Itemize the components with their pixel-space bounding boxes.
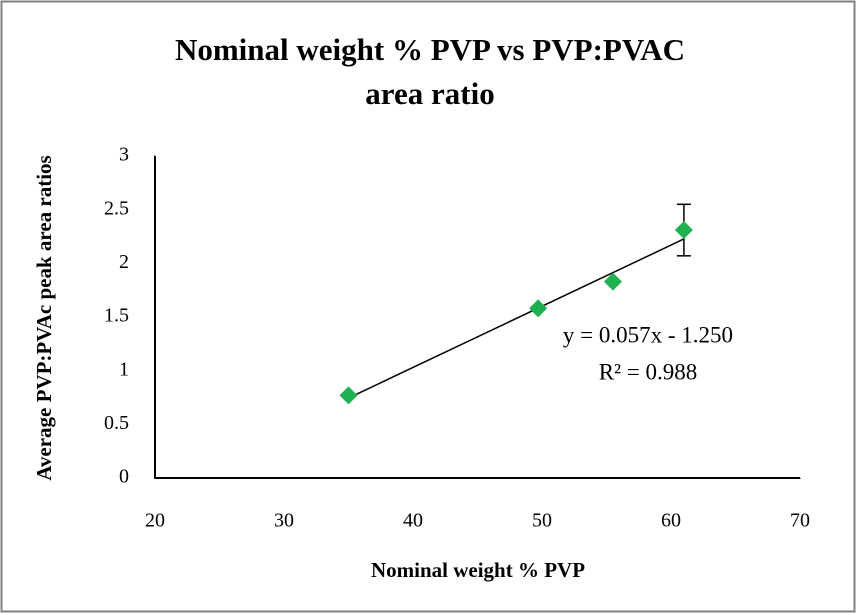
y-tick-label: 2 xyxy=(119,251,129,273)
marker xyxy=(674,221,693,240)
y-tick-label: 0.5 xyxy=(104,412,129,434)
x-tick-label: 60 xyxy=(661,510,681,532)
chart-title: area ratio xyxy=(365,76,494,111)
y-tick-label: 3 xyxy=(119,144,129,166)
x-axis-title: Nominal weight % PVP xyxy=(371,558,585,582)
x-tick-label: 20 xyxy=(145,510,165,532)
chart-title: Nominal weight % PVP vs PVP:PVAC xyxy=(175,32,685,67)
y-tick-label: 2.5 xyxy=(104,197,129,219)
x-tick-label: 50 xyxy=(532,510,552,532)
y-tick-label: 0 xyxy=(119,466,129,488)
r-squared: R² = 0.988 xyxy=(599,359,697,384)
y-tick-label: 1.5 xyxy=(104,305,129,327)
marker xyxy=(529,299,548,318)
y-axis-title: Average PVP:PVAc peak area ratios xyxy=(32,155,56,480)
marker xyxy=(339,386,358,405)
x-tick-label: 40 xyxy=(403,510,423,532)
marker xyxy=(603,272,622,291)
trendline-equation: y = 0.057x - 1.250 xyxy=(563,322,733,347)
x-tick-label: 70 xyxy=(790,510,810,532)
trendline xyxy=(348,238,685,399)
y-tick-label: 1 xyxy=(119,358,129,380)
x-tick-label: 30 xyxy=(274,510,294,532)
